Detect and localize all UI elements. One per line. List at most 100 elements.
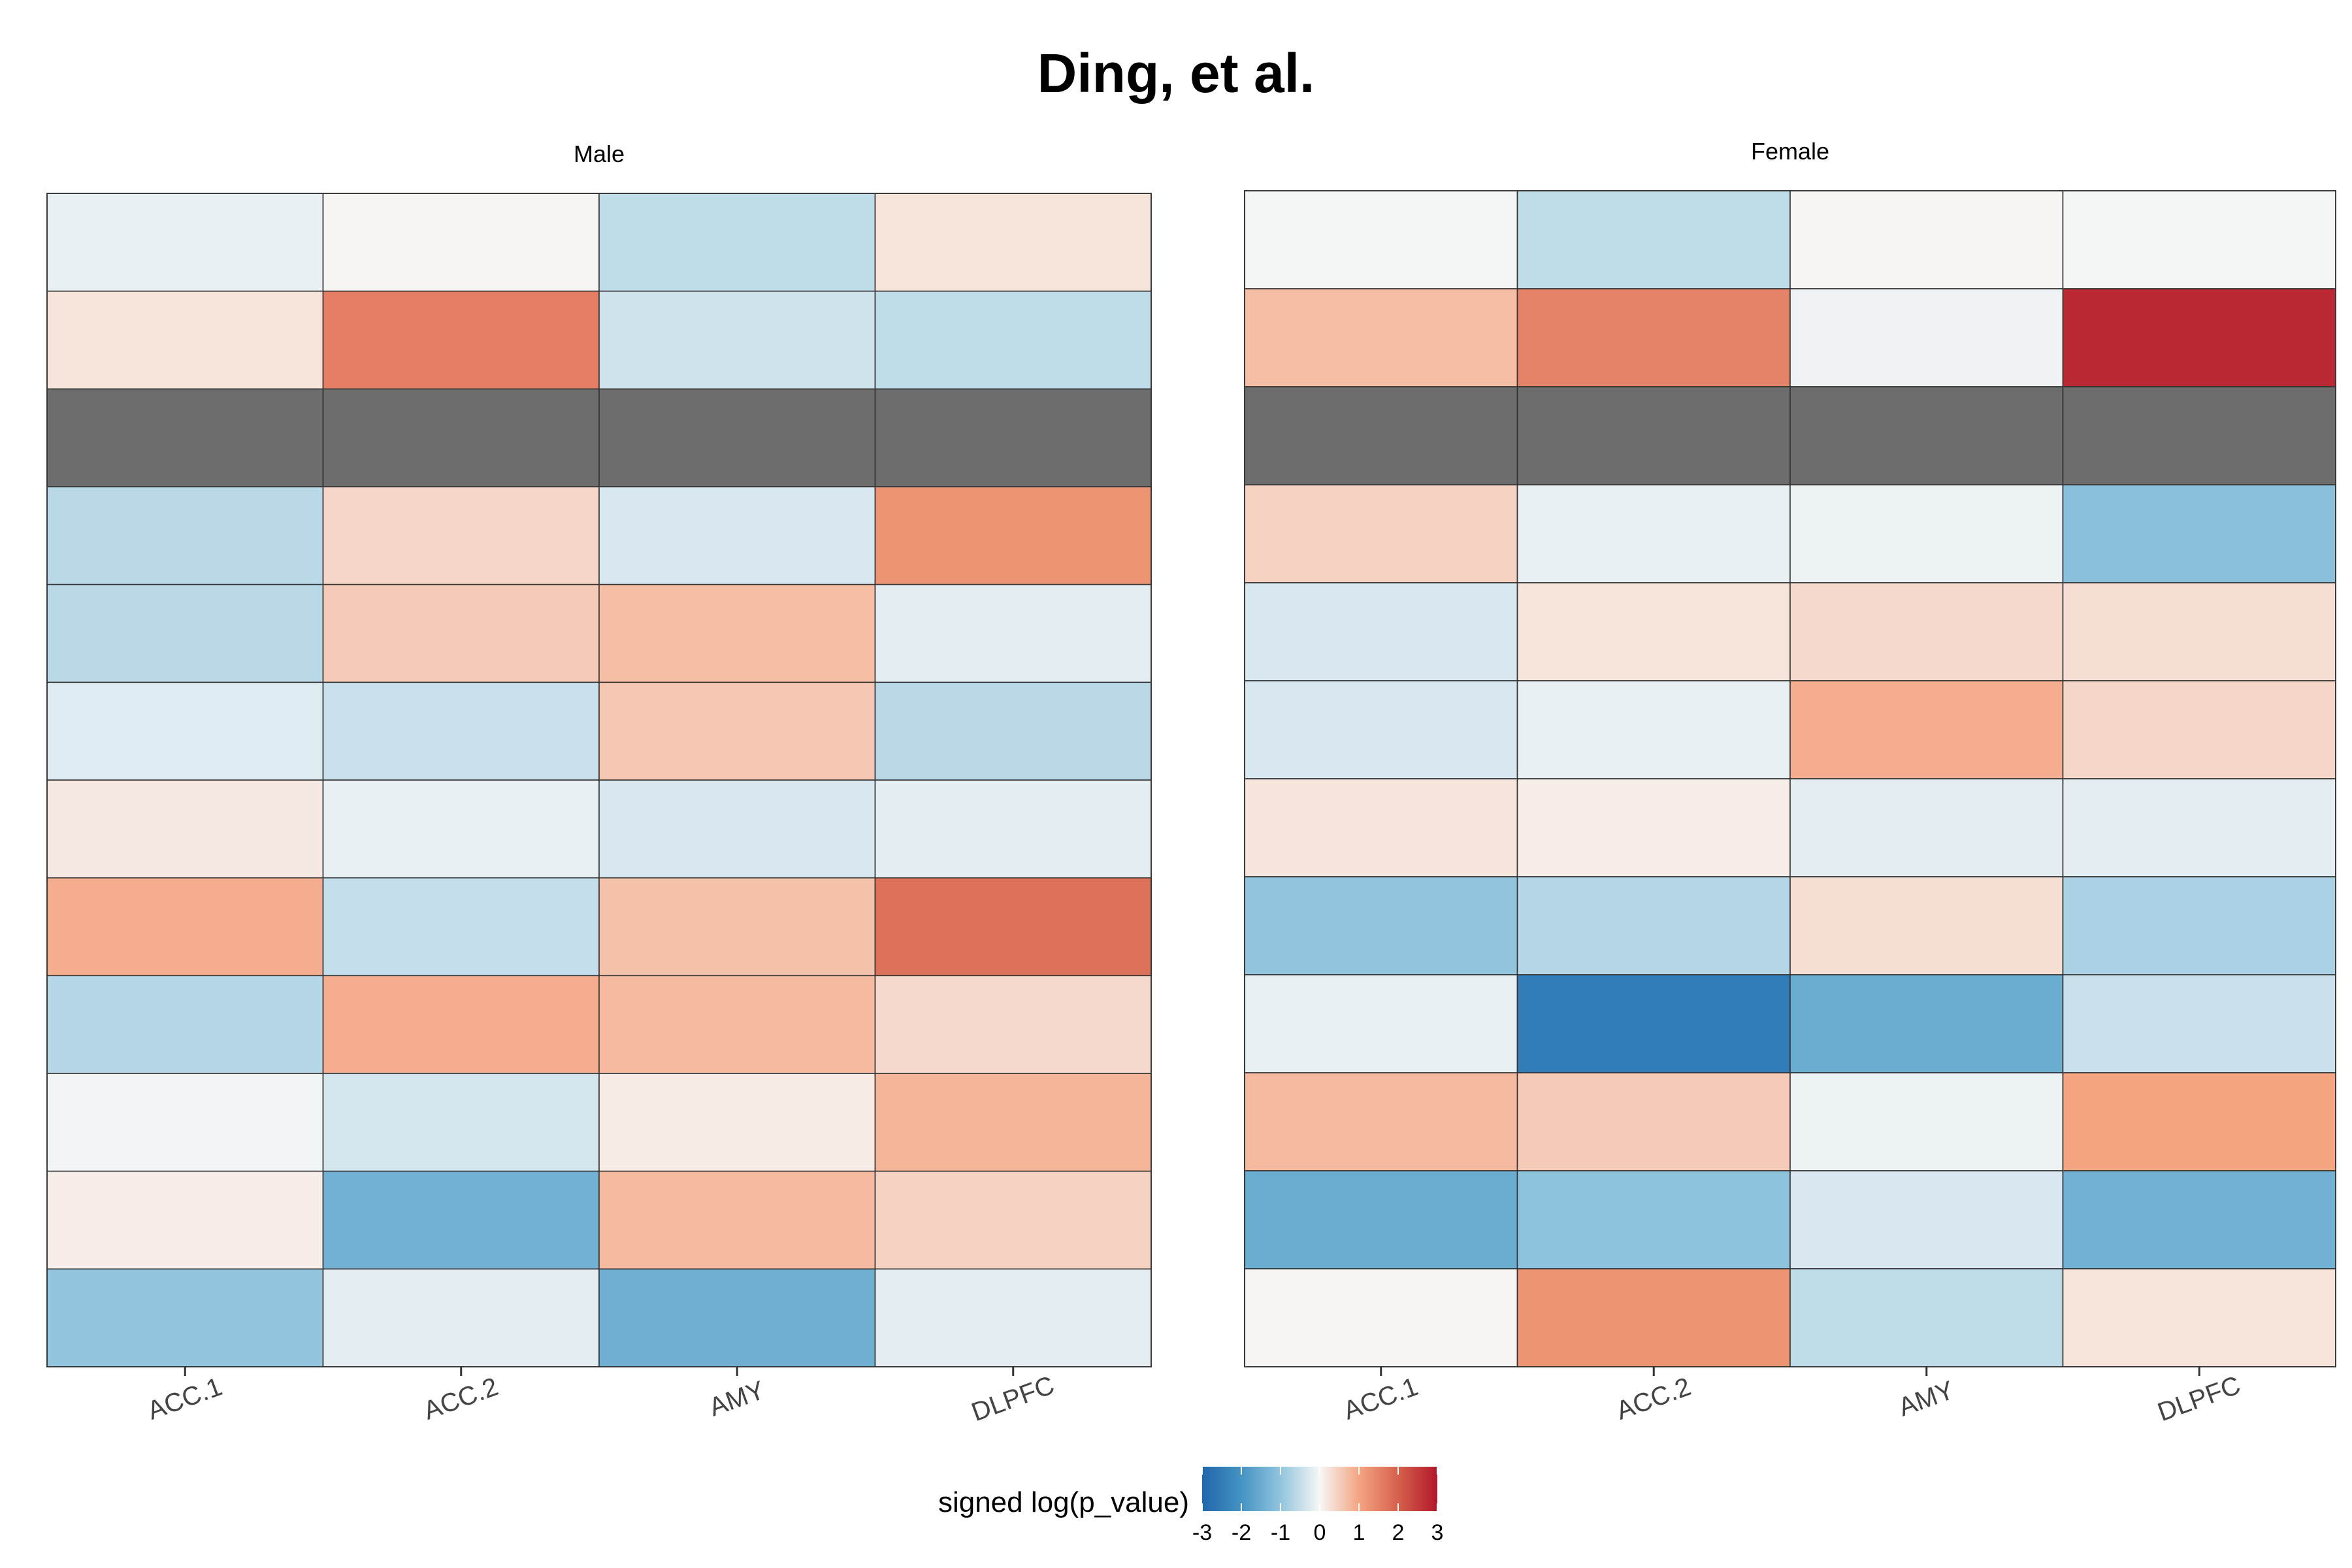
heatmap-cell-1-6-3 bbox=[2062, 778, 2336, 877]
heatmap-cell-0-1-3 bbox=[874, 290, 1152, 390]
heatmap-cell-0-10-2 bbox=[598, 1170, 876, 1270]
colorbar-tick-label-2: -1 bbox=[1271, 1520, 1290, 1545]
heatmap-cell-0-6-1 bbox=[322, 779, 600, 879]
heatmap-cell-1-4-1 bbox=[1516, 582, 1791, 681]
heatmap-cell-1-0-2 bbox=[1789, 190, 2064, 289]
heatmap-cell-1-5-3 bbox=[2062, 680, 2336, 779]
heatmap-cell-1-10-0 bbox=[1244, 1170, 1518, 1269]
heatmap-cell-1-7-3 bbox=[2062, 876, 2336, 975]
heatmap-cell-1-3-2 bbox=[1789, 484, 2064, 583]
heatmap-cell-0-5-3 bbox=[874, 681, 1152, 781]
heatmap-cell-1-3-1 bbox=[1516, 484, 1791, 583]
heatmap-cell-0-1-2 bbox=[598, 290, 876, 390]
heatmap-cell-0-0-1 bbox=[322, 193, 600, 292]
legend-title: signed log(p_value) bbox=[938, 1486, 1189, 1518]
heatmap-cell-1-9-2 bbox=[1789, 1072, 2064, 1171]
heatmap-cell-0-5-2 bbox=[598, 681, 876, 781]
x-tick-label-1-1: ACC.2 bbox=[1612, 1372, 1695, 1426]
heatmap-cell-0-8-3 bbox=[874, 975, 1152, 1074]
heatmap-cell-1-0-3 bbox=[2062, 190, 2336, 289]
heatmap-cell-1-1-3 bbox=[2062, 288, 2336, 387]
panel-border-1 bbox=[1244, 190, 2336, 1367]
heatmap-cell-0-3-3 bbox=[874, 486, 1152, 585]
heatmap-cell-0-6-2 bbox=[598, 779, 876, 879]
heatmap-cell-1-10-3 bbox=[2062, 1170, 2336, 1269]
heatmap-cell-0-8-2 bbox=[598, 975, 876, 1074]
heatmap-cell-0-9-0 bbox=[46, 1073, 324, 1172]
heatmap-cell-1-9-0 bbox=[1244, 1072, 1518, 1171]
heatmap-cell-1-9-1 bbox=[1516, 1072, 1791, 1171]
heatmap-cell-1-1-0 bbox=[1244, 288, 1518, 387]
heatmap-cell-0-9-1 bbox=[322, 1073, 600, 1172]
x-tick-label-0-3: DLPFC bbox=[968, 1371, 1058, 1427]
heatmap-cell-1-7-0 bbox=[1244, 876, 1518, 975]
x-tick-label-1-3: DLPFC bbox=[2154, 1371, 2244, 1427]
colorbar-tick-label-0: -3 bbox=[1192, 1520, 1212, 1545]
heatmap-cell-0-2-0 bbox=[46, 388, 324, 487]
heatmap-cell-0-11-2 bbox=[598, 1268, 876, 1367]
heatmap-cell-1-8-2 bbox=[1789, 974, 2064, 1073]
chart-title: Ding, et al. bbox=[1037, 42, 1315, 104]
heatmap-cell-0-2-3 bbox=[874, 388, 1152, 487]
heatmap-cell-1-1-1 bbox=[1516, 288, 1791, 387]
heatmap-cell-1-10-1 bbox=[1516, 1170, 1791, 1269]
heatmap-cell-0-8-1 bbox=[322, 975, 600, 1074]
heatmap-cell-0-1-0 bbox=[46, 290, 324, 390]
heatmap-cell-1-2-1 bbox=[1516, 386, 1791, 485]
heatmap-cell-1-7-2 bbox=[1789, 876, 2064, 975]
heatmap-cell-0-2-1 bbox=[322, 388, 600, 487]
heatmap-cell-0-1-1 bbox=[322, 290, 600, 390]
heatmap-cell-0-11-1 bbox=[322, 1268, 600, 1367]
heatmap-cell-0-9-3 bbox=[874, 1073, 1152, 1172]
panel-title-1: Female bbox=[1751, 138, 1829, 165]
heatmap-cell-0-4-2 bbox=[598, 583, 876, 683]
heatmap-cell-0-10-3 bbox=[874, 1170, 1152, 1270]
heatmap-cell-1-5-2 bbox=[1789, 680, 2064, 779]
heatmap-cell-0-11-0 bbox=[46, 1268, 324, 1367]
heatmap-cell-0-5-1 bbox=[322, 681, 600, 781]
colorbar-tick-label-6: 3 bbox=[1431, 1520, 1444, 1545]
heatmap-cell-1-11-0 bbox=[1244, 1268, 1518, 1367]
heatmap-cell-1-3-0 bbox=[1244, 484, 1518, 583]
heatmap-cell-1-8-3 bbox=[2062, 974, 2336, 1073]
heatmap-cell-1-9-3 bbox=[2062, 1072, 2336, 1171]
heatmap-cell-1-6-0 bbox=[1244, 778, 1518, 877]
heatmap-cell-0-0-3 bbox=[874, 193, 1152, 292]
heatmap-cell-0-10-1 bbox=[322, 1170, 600, 1270]
heatmap-cell-1-4-3 bbox=[2062, 582, 2336, 681]
heatmap-cell-1-10-2 bbox=[1789, 1170, 2064, 1269]
heatmap-cell-1-11-3 bbox=[2062, 1268, 2336, 1367]
heatmap-cell-1-6-2 bbox=[1789, 778, 2064, 877]
heatmap-cell-1-0-0 bbox=[1244, 190, 1518, 289]
heatmap-cell-0-10-0 bbox=[46, 1170, 324, 1270]
heatmap-cell-1-6-1 bbox=[1516, 778, 1791, 877]
heatmap-cell-1-2-3 bbox=[2062, 386, 2336, 485]
heatmap-cell-1-7-1 bbox=[1516, 876, 1791, 975]
heatmap-cell-0-2-2 bbox=[598, 388, 876, 487]
colorbar-tick-label-5: 2 bbox=[1392, 1520, 1405, 1545]
heatmap-cell-0-4-1 bbox=[322, 583, 600, 683]
x-tick-label-0-1: ACC.2 bbox=[420, 1372, 502, 1426]
heatmap-cell-0-7-2 bbox=[598, 877, 876, 977]
heatmap-cell-1-11-1 bbox=[1516, 1268, 1791, 1367]
heatmap-cell-0-3-0 bbox=[46, 486, 324, 585]
heatmap-cell-0-5-0 bbox=[46, 681, 324, 781]
heatmap-cell-0-3-2 bbox=[598, 486, 876, 585]
heatmap-cell-0-6-0 bbox=[46, 779, 324, 879]
x-tick-label-0-0: ACC.1 bbox=[144, 1372, 226, 1426]
heatmap-cell-0-8-0 bbox=[46, 975, 324, 1074]
heatmap-cell-1-5-1 bbox=[1516, 680, 1791, 779]
heatmap-cell-0-4-3 bbox=[874, 583, 1152, 683]
x-tick-label-0-2: AMY bbox=[706, 1376, 769, 1422]
heatmap-cell-1-5-0 bbox=[1244, 680, 1518, 779]
panel-border-0 bbox=[46, 193, 1152, 1367]
x-tick-label-1-0: ACC.1 bbox=[1340, 1372, 1422, 1426]
heatmap-cell-1-8-0 bbox=[1244, 974, 1518, 1073]
heatmap-cell-1-3-3 bbox=[2062, 484, 2336, 583]
heatmap-cell-0-4-0 bbox=[46, 583, 324, 683]
heatmap-cell-0-7-0 bbox=[46, 877, 324, 977]
heatmap-cell-0-0-2 bbox=[598, 193, 876, 292]
heatmap-cell-0-0-0 bbox=[46, 193, 324, 292]
heatmap-cell-1-2-2 bbox=[1789, 386, 2064, 485]
